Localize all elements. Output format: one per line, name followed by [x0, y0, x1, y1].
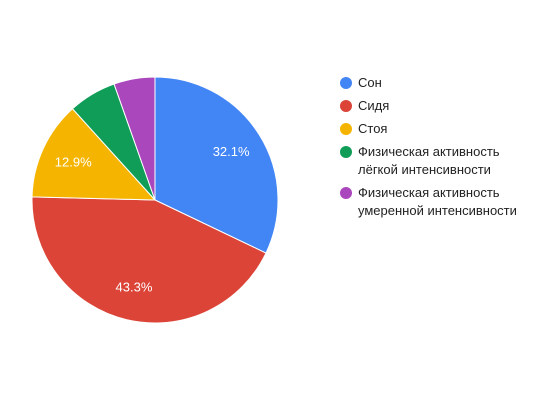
legend-label: Физическая активность умеренной интенсив… — [358, 185, 517, 218]
slice-value-label: 43.3% — [116, 280, 153, 295]
legend-item-standing[interactable]: Стоя — [340, 120, 555, 138]
slice-value-label: 32.1% — [213, 144, 250, 159]
pie-slice-sleep[interactable] — [154, 76, 279, 254]
pie-slice-standing[interactable] — [31, 108, 157, 201]
legend-label: Стоя — [358, 121, 388, 136]
legend-item-sleep[interactable]: Сон — [340, 74, 555, 92]
legend-label: Сон — [358, 75, 382, 90]
slice-value-label: 12.9% — [55, 154, 92, 169]
legend-item-light-activity[interactable]: Физическая активность лёгкой интенсивнос… — [340, 143, 555, 179]
legend-label: Физическая активность лёгкой интенсивнос… — [358, 144, 500, 177]
legend-label: Сидя — [358, 98, 390, 113]
pie-slice-sitting[interactable] — [31, 196, 267, 324]
legend-item-sitting[interactable]: Сидя — [340, 97, 555, 115]
pie-slice-moderate-activity[interactable] — [113, 76, 156, 201]
legend-swatch — [340, 123, 352, 135]
legend: Сон Сидя Стоя Физическая активность лёгк… — [340, 74, 555, 225]
legend-item-moderate-activity[interactable]: Физическая активность умеренной интенсив… — [340, 184, 555, 220]
legend-swatch — [340, 77, 352, 89]
legend-swatch — [340, 187, 352, 199]
legend-swatch — [340, 146, 352, 158]
legend-swatch — [340, 100, 352, 112]
